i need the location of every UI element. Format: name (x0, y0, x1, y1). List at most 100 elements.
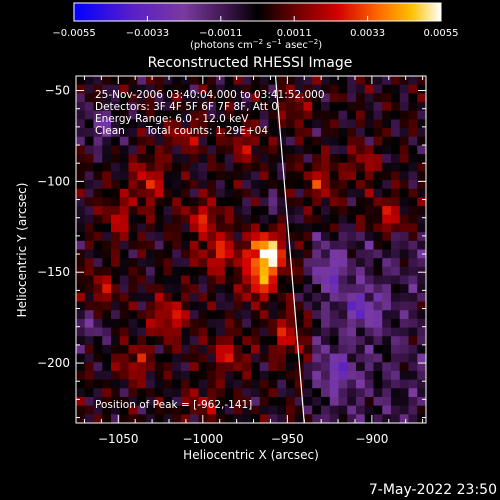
heatmap-cell (189, 258, 200, 268)
heatmap-cell (154, 370, 165, 381)
heatmap-cell (224, 119, 235, 129)
heatmap-cell (102, 240, 112, 251)
heatmap-cell (408, 249, 418, 259)
heatmap-cell (224, 344, 235, 355)
heatmap-cell (102, 379, 112, 389)
heatmap-cell (338, 327, 348, 337)
heatmap-cell (84, 388, 95, 398)
heatmap-cell (294, 188, 305, 199)
heatmap-cell (364, 171, 375, 181)
heatmap-cell (408, 405, 418, 415)
heatmap-cell (417, 336, 426, 346)
heatmap-cell (111, 128, 121, 138)
heatmap-cell (399, 249, 410, 259)
heatmap-cell (364, 310, 375, 320)
heatmap-cell (84, 136, 95, 147)
heatmap-cell (294, 249, 305, 259)
heatmap-cell (373, 344, 383, 355)
heatmap-cell (417, 414, 426, 423)
heatmap-cell (111, 93, 121, 103)
heatmap-cell (119, 327, 130, 337)
heatmap-cell (181, 102, 191, 112)
heatmap-cell (373, 396, 383, 407)
heatmap-cell (312, 180, 322, 190)
heatmap-cell (303, 180, 313, 190)
heatmap-cell (154, 232, 165, 242)
heatmap-cell (216, 396, 226, 407)
heatmap-cell (216, 275, 226, 285)
heatmap-cell (268, 214, 278, 225)
heatmap-cell (408, 344, 418, 355)
heatmap-cell (294, 327, 305, 337)
heatmap-cell (233, 362, 243, 372)
heatmap-cell (408, 388, 418, 398)
heatmap-cell (111, 180, 121, 190)
heatmap-cell (233, 110, 243, 120)
heatmap-cell (242, 171, 252, 181)
heatmap-cell (347, 336, 357, 346)
heatmap-cell (172, 405, 182, 415)
heatmap-cell (312, 344, 322, 355)
heatmap-cell (373, 188, 383, 199)
heatmap-cell (119, 76, 130, 86)
heatmap-cell (408, 396, 418, 407)
heatmap-cell (356, 258, 366, 268)
heatmap-cell (198, 102, 208, 112)
heatmap-cell (312, 284, 322, 294)
heatmap-cell (128, 362, 138, 372)
heatmap-cell (399, 180, 410, 190)
heatmap-cell (364, 275, 375, 285)
heatmap-cell (329, 301, 340, 311)
heatmap-cell (76, 93, 86, 103)
heatmap-cell (216, 284, 226, 294)
heatmap-cell (417, 292, 426, 303)
heatmap-cell (312, 405, 322, 415)
heatmap-cell (329, 318, 340, 329)
heatmap-cell (294, 240, 305, 251)
heatmap-cell (251, 171, 261, 181)
heatmap-cell (137, 327, 147, 337)
heatmap-cell (364, 414, 375, 423)
heatmap-cell (137, 362, 147, 372)
heatmap-cell (303, 414, 313, 423)
heatmap-cell (312, 102, 322, 112)
heatmap-cell (286, 266, 296, 277)
heatmap-cell (347, 128, 357, 138)
heatmap-cell (198, 128, 208, 138)
heatmap-cell (408, 318, 418, 329)
heatmap-cell (268, 197, 278, 207)
heatmap-cell (251, 353, 261, 363)
heatmap-cell (364, 396, 375, 407)
heatmap-cell (399, 396, 410, 407)
heatmap-cell (128, 223, 138, 233)
heatmap-cell (382, 206, 392, 216)
heatmap-cell (119, 353, 130, 363)
heatmap-cell (137, 405, 147, 415)
heatmap-cell (382, 388, 392, 398)
heatmap-cell (242, 362, 252, 372)
heatmap-cell (259, 76, 270, 86)
heatmap-cell (93, 119, 103, 129)
heatmap-cell (216, 136, 226, 147)
heatmap-cell (242, 284, 252, 294)
heatmap-cell (364, 119, 375, 129)
heatmap-cell (111, 223, 121, 233)
heatmap-cell (338, 197, 348, 207)
heatmap-cell (163, 188, 173, 199)
heatmap-cell (189, 353, 200, 363)
heatmap-cell (373, 240, 383, 251)
heatmap-cell (84, 405, 95, 415)
heatmap-cell (364, 336, 375, 346)
heatmap-cell (408, 119, 418, 129)
heatmap-cell (277, 128, 287, 138)
heatmap-cell (189, 284, 200, 294)
heatmap-cell (154, 223, 165, 233)
heatmap-cell (251, 344, 261, 355)
heatmap-cell (312, 362, 322, 372)
heatmap-cell (391, 188, 401, 199)
heatmap-cell (119, 414, 130, 423)
heatmap-cell (216, 102, 226, 112)
heatmap-cell (242, 318, 252, 329)
heatmap-cell (408, 284, 418, 294)
heatmap-cell (102, 284, 112, 294)
